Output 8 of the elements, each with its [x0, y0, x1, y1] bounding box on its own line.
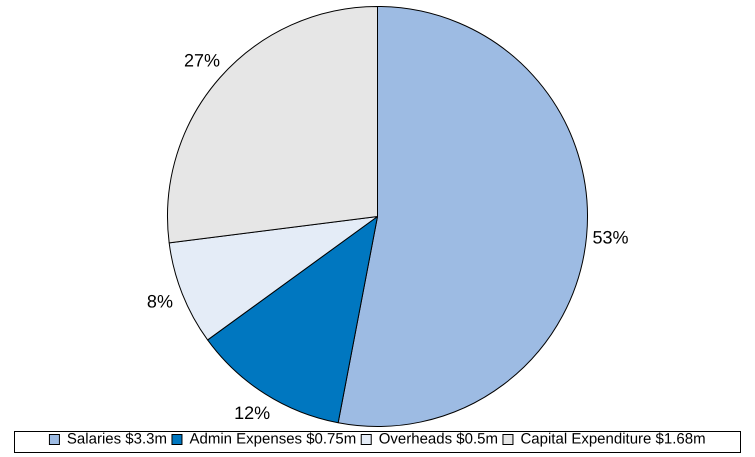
legend-label: Salaries $3.3m: [66, 430, 167, 448]
data-label: 27%: [184, 50, 220, 71]
legend-label: Capital Expenditure $1.68m: [520, 430, 706, 448]
legend-label: Overheads $0.5m: [378, 430, 498, 448]
legend-label: Admin Expenses $0.75m: [189, 430, 356, 448]
data-label: 12%: [234, 403, 270, 424]
data-label: 53%: [592, 227, 628, 248]
data-label: 8%: [146, 292, 173, 312]
